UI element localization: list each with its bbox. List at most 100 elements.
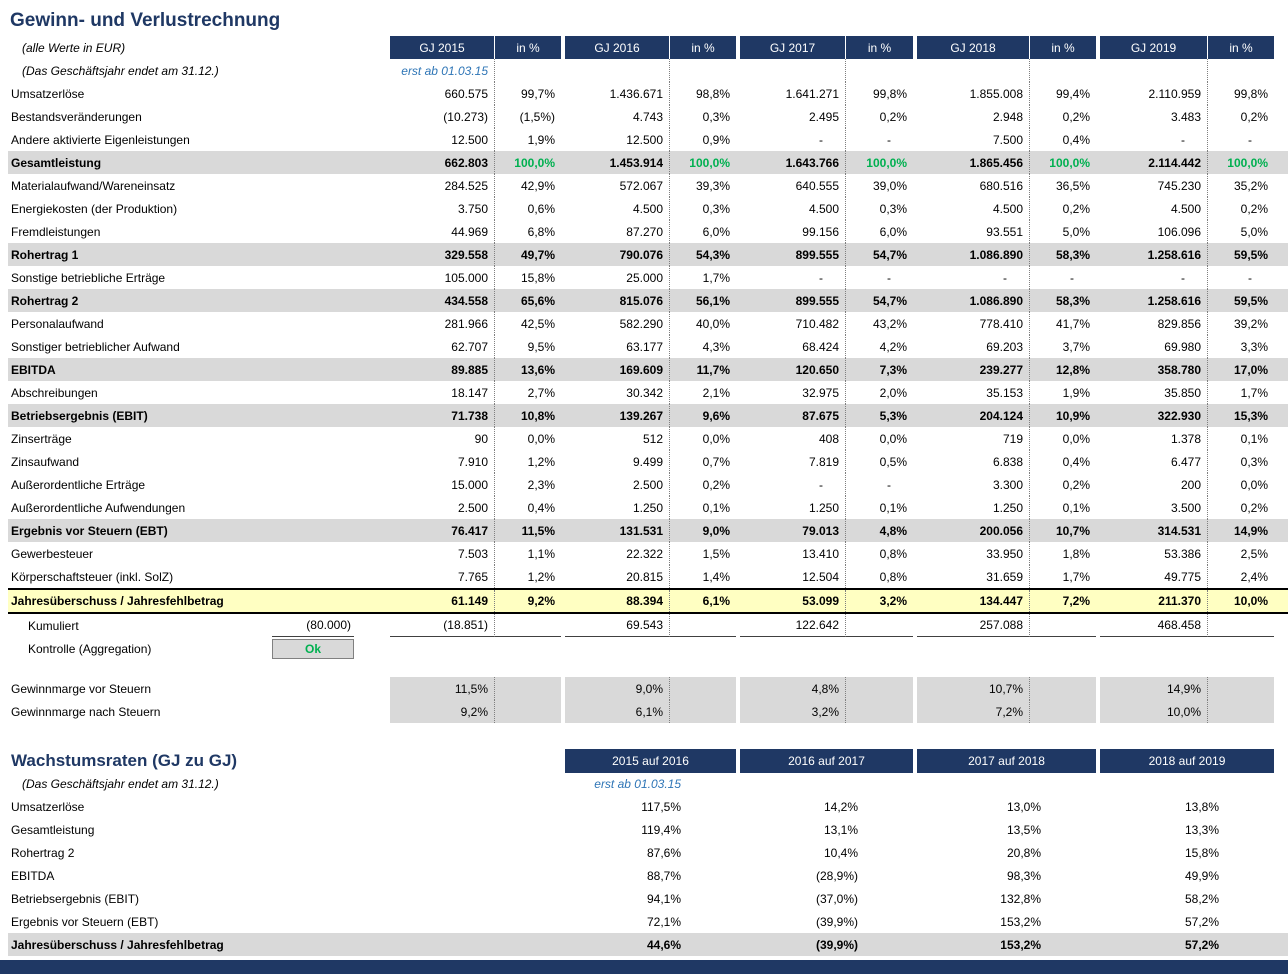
row-label: Gewerbesteuer — [11, 546, 94, 561]
pct-cell: 0,1% — [1207, 427, 1274, 450]
kontrolle-ok-button[interactable]: Ok — [272, 638, 354, 659]
margin-value: 6,1% — [565, 700, 669, 723]
growth-column-header: 2016 auf 2017 — [740, 749, 913, 773]
empty-cell — [917, 773, 1096, 795]
value-cell: 69.203 — [986, 339, 1023, 354]
growth-row: Gesamtleistung 119,4% 13,1% 13,5% 13,3% — [8, 818, 1288, 841]
value-cell: 68.424 — [802, 339, 839, 354]
pnl-subtitle-units: (alle Werte in EUR) — [22, 40, 126, 55]
pct-cell: 0,0% — [1207, 473, 1274, 496]
pnl-row: Umsatzerlöse 660.575 99,7% 1.436.671 98,8% 1.… — [8, 82, 1288, 105]
value-cell: 20.815 — [626, 569, 663, 584]
value-cell: (10.273) — [443, 109, 488, 124]
pct-cell: 10,9% — [1029, 404, 1096, 427]
value-cell: 25.000 — [626, 270, 663, 285]
growth-table: Wachstumsraten (GJ zu GJ) 2015 auf 2016 20… — [8, 749, 1288, 956]
kumuliert-row: Kumuliert (80.000) (18.851) 69.543 122.642 25… — [8, 614, 1288, 637]
growth-value: 58,2% — [1184, 891, 1219, 906]
pct-cell: 0,2% — [845, 105, 913, 128]
pct-cell: 58,3% — [1029, 243, 1096, 266]
pct-cell: 12,8% — [1029, 358, 1096, 381]
margin-pct-empty — [1207, 677, 1274, 700]
value-cell: 4.500 — [808, 201, 839, 216]
pct-cell: 17,0% — [1207, 358, 1274, 381]
growth-value: (39,9%) — [815, 937, 858, 952]
empty-cell — [1029, 59, 1096, 82]
pct-cell: 5,0% — [1207, 220, 1274, 243]
growth-column-header: 2015 auf 2016 — [565, 749, 736, 773]
pct-cell: 0,0% — [1029, 427, 1096, 450]
pnl-row: Betriebsergebnis (EBIT) 71.738 10,8% 139.26… — [8, 404, 1288, 427]
pct-cell: 2,3% — [494, 473, 561, 496]
row-label: Zinserträge — [11, 431, 72, 446]
value-cell: 3.500 — [1170, 500, 1201, 515]
empty-cell — [1207, 637, 1274, 660]
pnl-row: Personalaufwand 281.966 42,5% 582.290 40,0% 7… — [8, 312, 1288, 335]
year-column-header: GJ 2015 — [390, 36, 494, 59]
growth-value: 57,2% — [1184, 914, 1219, 929]
kumuliert-opening-value: (80.000) — [272, 614, 354, 637]
pct-cell: 0,2% — [1207, 197, 1274, 220]
value-cell: 1.258.616 — [1147, 293, 1201, 308]
value-cell: 35.850 — [1164, 385, 1201, 400]
kumuliert-pct-empty — [669, 614, 736, 637]
value-cell: 1.378 — [1170, 431, 1201, 446]
pct-cell: 58,3% — [1029, 289, 1096, 312]
pct-cell: 10,0% — [1207, 590, 1274, 612]
pct-cell: 2,1% — [669, 381, 736, 404]
value-cell: 815.076 — [619, 293, 663, 308]
value-cell: 3.483 — [1170, 109, 1201, 124]
row-label: Personalaufwand — [11, 316, 104, 331]
pct-cell: 5,3% — [845, 404, 913, 427]
pnl-row: Ergebnis vor Steuern (EBT) 76.417 11,5% 131… — [8, 519, 1288, 542]
pct-cell: 40,0% — [669, 312, 736, 335]
row-label: Betriebsergebnis (EBIT) — [11, 408, 148, 423]
empty-cell — [740, 773, 913, 795]
value-cell: 7.910 — [457, 454, 488, 469]
pct-cell: 0,8% — [845, 565, 913, 588]
value-cell: 358.780 — [1157, 362, 1201, 377]
value-cell: 7.503 — [457, 546, 488, 561]
value-cell: 6.838 — [992, 454, 1023, 469]
value-cell: 32.975 — [802, 385, 839, 400]
row-label: Ergebnis vor Steuern (EBT) — [11, 523, 168, 538]
growth-value: 13,5% — [1006, 822, 1041, 837]
value-cell: - — [819, 270, 823, 285]
pct-cell: 2,5% — [1207, 542, 1274, 565]
kumuliert-label-cell: Kumuliert (80.000) — [8, 614, 390, 637]
empty-cell — [845, 637, 913, 660]
pct-column-header: in % — [669, 36, 736, 59]
value-cell: 1.641.271 — [785, 86, 839, 101]
pct-cell: 0,3% — [669, 197, 736, 220]
pct-cell: 39,0% — [845, 174, 913, 197]
value-cell: 87.270 — [626, 224, 663, 239]
pnl-row: Andere aktivierte Eigenleistungen 12.500 1… — [8, 128, 1288, 151]
growth-value: 94,1% — [646, 891, 681, 906]
value-cell: 1.453.914 — [609, 155, 663, 170]
pct-cell: 54,3% — [669, 243, 736, 266]
value-cell: 131.531 — [619, 523, 663, 538]
pct-cell: 39,2% — [1207, 312, 1274, 335]
kumuliert-value: (18.851) — [390, 614, 494, 637]
growth-row: Rohertrag 2 87,6% 10,4% 20,8% 15,8% — [8, 841, 1288, 864]
growth-value: (39,9%) — [815, 914, 858, 929]
row-label: EBITDA — [11, 362, 56, 377]
margin-value: 9,0% — [565, 677, 669, 700]
pnl-row: Sonstige betriebliche Erträge 105.000 15,8… — [8, 266, 1288, 289]
value-cell: 1.436.671 — [609, 86, 663, 101]
kumuliert-value: 122.642 — [740, 614, 845, 637]
margin-pct-empty — [1029, 677, 1096, 700]
pct-cell: 11,5% — [494, 519, 561, 542]
growth-value: 13,1% — [823, 822, 858, 837]
empty-cell — [1207, 59, 1274, 82]
pnl-row: Fremdleistungen 44.969 6,8% 87.270 6,0% 99.15… — [8, 220, 1288, 243]
pct-cell: 13,6% — [494, 358, 561, 381]
pct-cell: - — [1207, 266, 1274, 289]
value-cell: 12.500 — [451, 132, 488, 147]
margin-value: 10,0% — [1100, 700, 1207, 723]
row-label: Außerordentliche Erträge — [11, 477, 146, 492]
value-cell: 15.000 — [451, 477, 488, 492]
value-cell: 314.531 — [1157, 523, 1201, 538]
pnl-row: Gewerbesteuer 7.503 1,1% 22.322 1,5% 13.410 0,… — [8, 542, 1288, 565]
growth-row-label: Betriebsergebnis (EBIT) — [11, 891, 140, 906]
